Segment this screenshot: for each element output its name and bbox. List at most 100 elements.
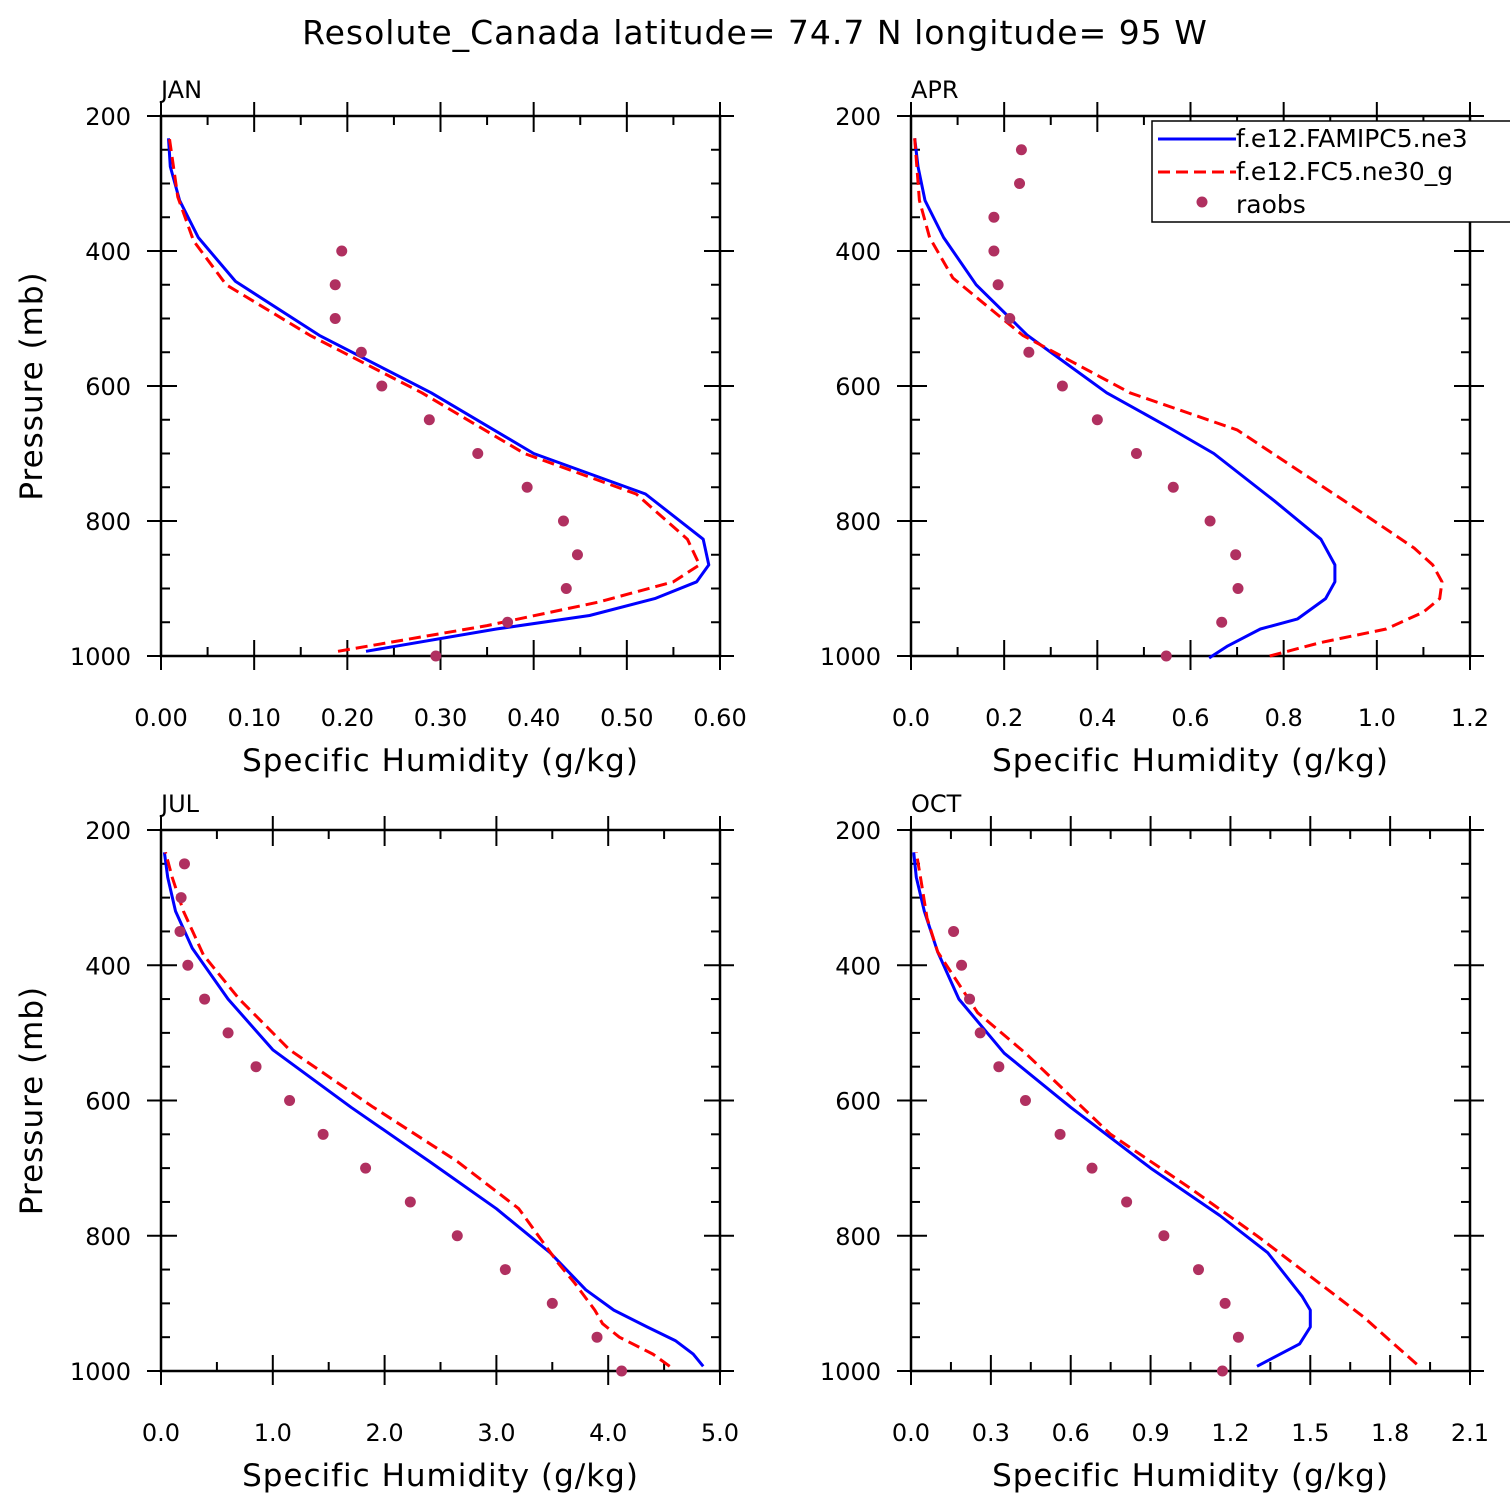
raobs-point bbox=[1091, 414, 1103, 426]
x-tick-label: 0.50 bbox=[600, 704, 653, 732]
raobs-point bbox=[988, 211, 1000, 223]
y-tick-label: 1000 bbox=[820, 1358, 881, 1386]
raobs-point bbox=[178, 858, 190, 870]
plot-frame bbox=[159, 114, 722, 658]
raobs-point bbox=[360, 1162, 372, 1174]
raobs-point bbox=[974, 1027, 986, 1039]
x-tick-label: 0.6 bbox=[1171, 704, 1209, 732]
x-tick-label: 0.0 bbox=[892, 704, 930, 732]
raobs-point bbox=[948, 925, 960, 937]
raobs-point bbox=[988, 245, 1000, 257]
raobs-point bbox=[1158, 1230, 1170, 1242]
raobs-point bbox=[1216, 1365, 1228, 1377]
x-tick-label: 0.40 bbox=[507, 704, 560, 732]
raobs-point bbox=[1054, 1128, 1066, 1140]
x-axis-label: Specific Humidity (g/kg) bbox=[242, 743, 639, 779]
raobs-point bbox=[250, 1061, 262, 1073]
raobs-point bbox=[1056, 380, 1068, 392]
raobs-point bbox=[336, 245, 348, 257]
raobs-point bbox=[1232, 583, 1244, 594]
panel-jan: JAN 200 400 600 800 1000 0.00 0.10 0.20 0.30 0.40 0… bbox=[14, 76, 747, 779]
x-tick-label: 4.0 bbox=[589, 1419, 627, 1447]
raobs-point bbox=[1167, 481, 1179, 493]
series-line-model1 bbox=[162, 852, 705, 1368]
raobs-point bbox=[329, 279, 341, 291]
raobs-point bbox=[1160, 650, 1172, 662]
x-tick-label: 0.8 bbox=[1265, 704, 1303, 732]
x-tick-label: 1.2 bbox=[1211, 1419, 1249, 1447]
x-axis-label: Specific Humidity (g/kg) bbox=[242, 1458, 639, 1494]
raobs-point bbox=[1121, 1196, 1133, 1208]
raobs-point bbox=[1219, 1297, 1231, 1309]
x-tick-label: 0.20 bbox=[321, 704, 374, 732]
x-tick-label: 0.0 bbox=[142, 1419, 180, 1447]
raobs-point bbox=[992, 279, 1004, 291]
raobs-point bbox=[502, 616, 514, 628]
series-line-model1 bbox=[912, 852, 1312, 1368]
raobs-point bbox=[993, 1061, 1005, 1073]
y-tick-label: 1000 bbox=[70, 1358, 131, 1386]
series-line-model2 bbox=[914, 852, 1418, 1366]
raobs-point bbox=[222, 1027, 234, 1039]
x-tick-label: 0.9 bbox=[1131, 1419, 1169, 1447]
plot-frame bbox=[909, 828, 1472, 1373]
raobs-point bbox=[174, 925, 186, 937]
raobs-point bbox=[376, 380, 388, 392]
y-tick-label: 600 bbox=[835, 1088, 881, 1116]
raobs-point bbox=[956, 959, 968, 971]
series-line-model1 bbox=[913, 138, 1337, 660]
x-tick-label: 1.5 bbox=[1291, 1419, 1329, 1447]
y-tick-label: 1000 bbox=[70, 643, 131, 671]
y-tick-label: 800 bbox=[835, 1223, 881, 1251]
series-line-model1 bbox=[167, 138, 711, 653]
raobs-point bbox=[317, 1128, 329, 1140]
raobs-point bbox=[1004, 313, 1016, 324]
y-tick-label: 400 bbox=[85, 952, 131, 980]
x-tick-label: 0.3 bbox=[972, 1419, 1010, 1447]
raobs-point bbox=[1130, 448, 1142, 459]
raobs-point bbox=[571, 549, 583, 561]
raobs-point bbox=[1015, 144, 1027, 156]
raobs-point bbox=[430, 650, 442, 662]
raobs-point bbox=[182, 959, 194, 971]
y-tick-label: 200 bbox=[835, 103, 881, 131]
raobs-point bbox=[591, 1331, 603, 1343]
x-tick-label: 5.0 bbox=[701, 1419, 739, 1447]
series-line-model2 bbox=[164, 851, 671, 1368]
x-tick-label: 0.00 bbox=[134, 704, 187, 732]
y-tick-label: 800 bbox=[85, 508, 131, 536]
panel-jul: JUL 200 400 600 800 1000 0.0 1.0 2.0 3.0 4.0 5.0 Spe… bbox=[14, 790, 739, 1494]
figure-title: Resolute_Canada latitude= 74.7 N longitu… bbox=[302, 13, 1208, 52]
raobs-point bbox=[284, 1095, 296, 1106]
raobs-point bbox=[1204, 515, 1216, 527]
y-tick-label: 400 bbox=[85, 238, 131, 266]
x-tick-label: 1.2 bbox=[1451, 704, 1489, 732]
raobs-point bbox=[1232, 1331, 1244, 1343]
series-line-model2 bbox=[167, 138, 701, 653]
y-tick-label: 200 bbox=[835, 817, 881, 845]
y-tick-label: 600 bbox=[85, 373, 131, 401]
x-axis-label: Specific Humidity (g/kg) bbox=[992, 743, 1389, 779]
panel-title: JUL bbox=[159, 790, 200, 818]
x-tick-label: 0.2 bbox=[985, 704, 1023, 732]
x-axis-label: Specific Humidity (g/kg) bbox=[992, 1458, 1389, 1494]
panel-oct: OCT 200 400 600 800 1000 0.0 0.3 0.6 0.9 1.2 1.5 1.8… bbox=[820, 790, 1489, 1494]
x-tick-label: 3.0 bbox=[477, 1419, 515, 1447]
raobs-point bbox=[355, 346, 367, 358]
raobs-point bbox=[199, 993, 211, 1005]
x-tick-label: 0.4 bbox=[1078, 704, 1116, 732]
raobs-point bbox=[1086, 1162, 1098, 1174]
x-tick-label: 0.6 bbox=[1052, 1419, 1090, 1447]
raobs-point bbox=[1230, 549, 1242, 561]
raobs-point bbox=[1216, 616, 1228, 628]
x-tick-label: 0.0 bbox=[892, 1419, 930, 1447]
raobs-point bbox=[423, 414, 435, 426]
y-tick-label: 600 bbox=[835, 373, 881, 401]
y-tick-label: 400 bbox=[835, 952, 881, 980]
raobs-point bbox=[499, 1264, 511, 1276]
y-axis-label: Pressure (mb) bbox=[14, 986, 50, 1215]
y-tick-label: 200 bbox=[85, 103, 131, 131]
panel-title: OCT bbox=[911, 790, 962, 818]
raobs-point bbox=[451, 1230, 463, 1242]
